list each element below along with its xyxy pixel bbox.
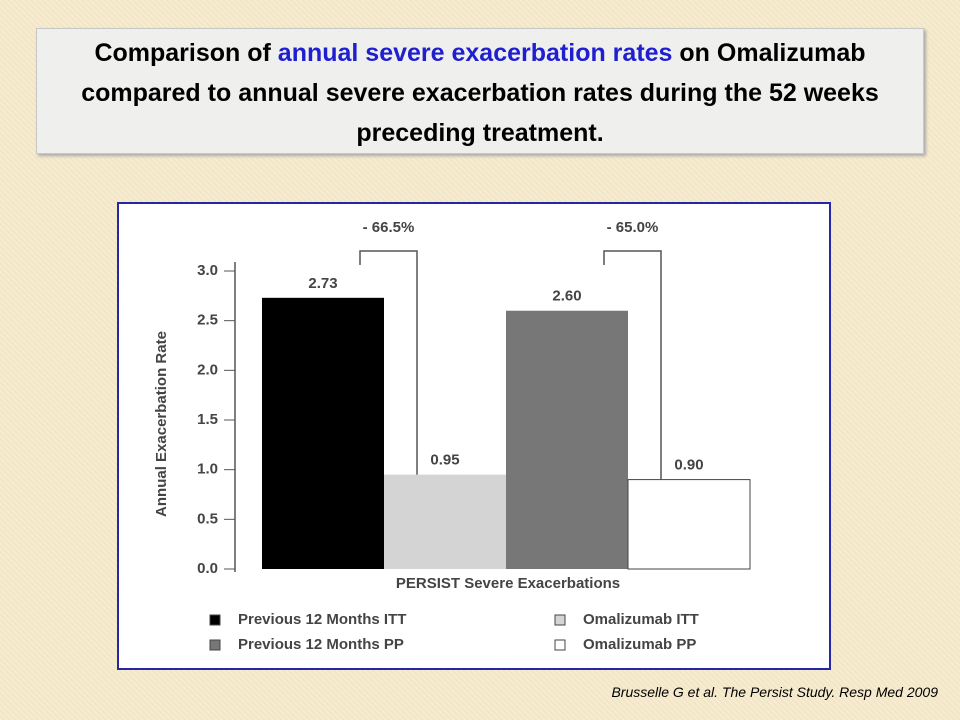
- value-label: 0.90: [674, 457, 703, 474]
- value-label: 2.73: [308, 275, 337, 292]
- citation: Brusselle G et al. The Persist Study. Re…: [611, 684, 938, 700]
- bracket: [603, 250, 662, 480]
- legend-label: Omalizumab ITT: [583, 611, 699, 628]
- y-tick-label: 0.5: [197, 510, 218, 527]
- bar: [262, 297, 384, 569]
- y-tick-label: 0.0: [197, 560, 218, 577]
- annotation: - 66.5%: [363, 219, 415, 236]
- y-tick-label: 2.5: [197, 312, 218, 329]
- title: on Omalizumab compared to annual severe …: [81, 39, 879, 147]
- legend-swatch: [554, 614, 566, 626]
- legend-swatch: [209, 614, 221, 626]
- x-axis-label: PERSIST Severe Exacerbations: [396, 575, 620, 592]
- value-label: 0.95: [430, 452, 459, 469]
- y-tick-label: 1.5: [197, 411, 218, 428]
- y-axis-label: Annual Exacerbation Rate: [153, 331, 170, 517]
- y-tick-label: 1.0: [197, 461, 218, 478]
- title-box: Comparison of annual severe exacerbation…: [36, 28, 924, 154]
- bar: [384, 474, 506, 569]
- annotation: - 65.0%: [607, 219, 659, 236]
- title: Comparison of: [94, 39, 271, 67]
- bracket: [359, 250, 418, 475]
- legend-label: Previous 12 Months ITT: [238, 611, 406, 628]
- legend-swatch: [209, 639, 221, 651]
- y-tick-label: 2.0: [197, 361, 218, 378]
- y-tick-label: 3.0: [197, 262, 218, 279]
- title-highlight: annual severe exacerbation rates: [277, 39, 673, 67]
- legend-label: Omalizumab PP: [583, 636, 696, 653]
- bar: [627, 479, 751, 570]
- legend-swatch: [554, 639, 566, 651]
- value-label: 2.60: [552, 288, 581, 305]
- chart-box: [117, 202, 831, 670]
- bar: [506, 310, 628, 569]
- legend-label: Previous 12 Months PP: [238, 636, 404, 653]
